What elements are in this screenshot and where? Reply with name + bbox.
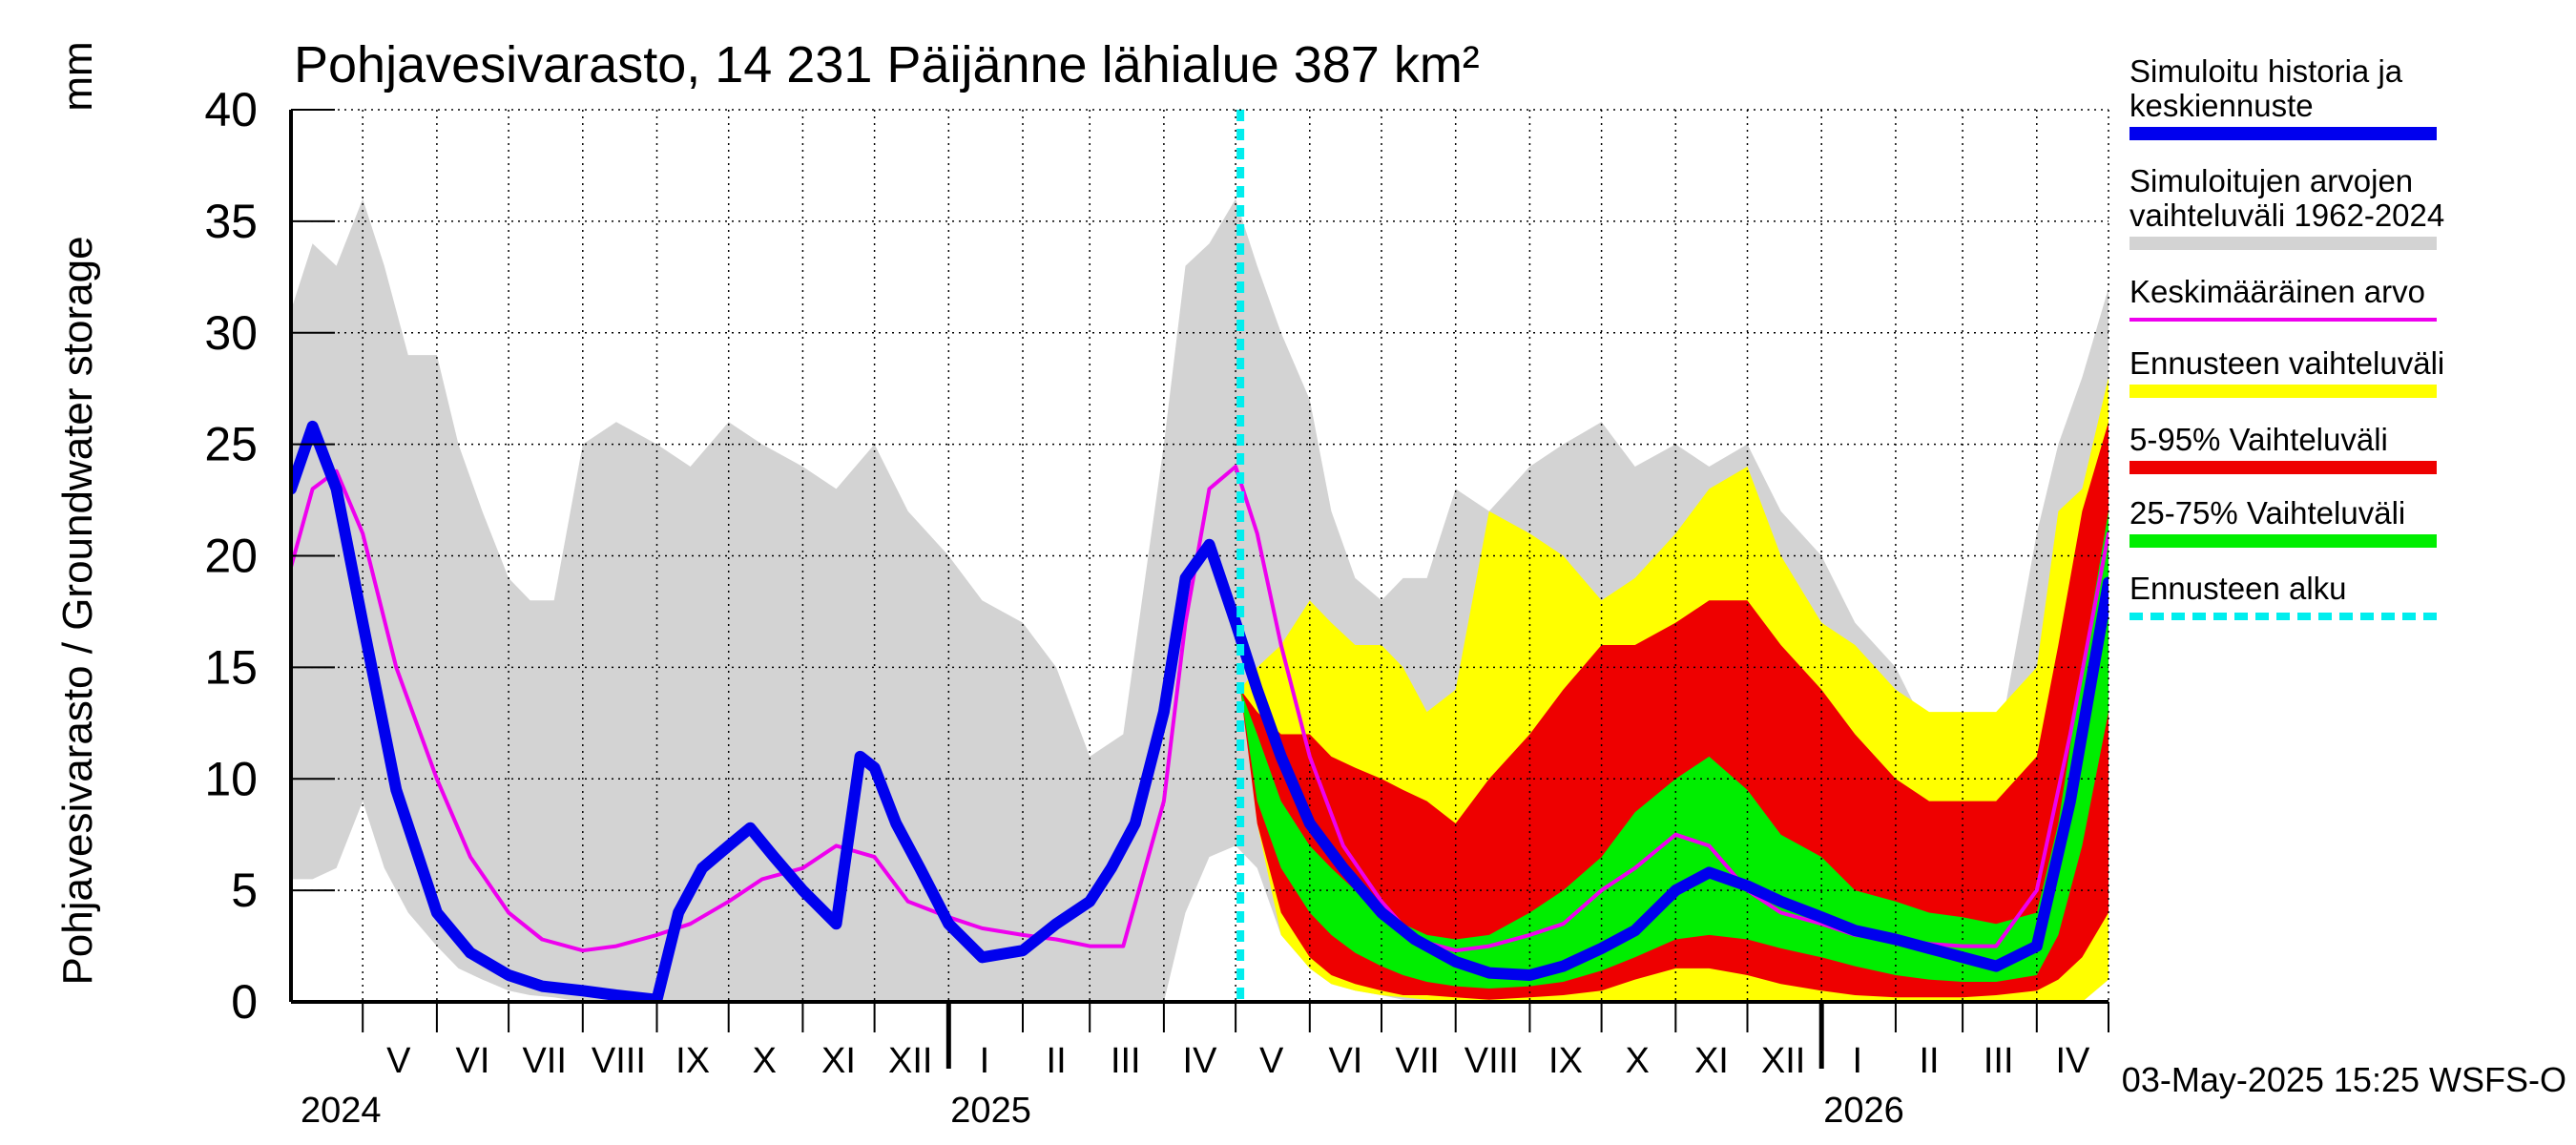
footer-timestamp: 03-May-2025 15:25 WSFS-O	[2122, 1060, 2566, 1099]
x-month-label: VIII	[592, 1041, 646, 1081]
y-tick-label: 20	[204, 530, 258, 583]
x-month-label: XII	[1761, 1041, 1805, 1081]
x-month-label: I	[980, 1041, 990, 1081]
x-month-label: II	[1919, 1041, 1939, 1081]
x-month-label: VI	[456, 1041, 490, 1081]
x-year-label: 2025	[950, 1091, 1031, 1131]
y-tick-label: 35	[204, 195, 258, 248]
x-month-label: IV	[1183, 1041, 1218, 1081]
bands-layer	[291, 198, 2109, 1002]
y-tick-label: 15	[204, 640, 258, 694]
legend-label: Ennusteen vaihteluväli	[2129, 345, 2444, 381]
legend-item-mean: Keskimääräinen arvo	[2129, 274, 2437, 322]
plot-area	[291, 110, 2109, 1002]
y-tick-label: 0	[231, 975, 258, 1029]
x-month-label: V	[386, 1041, 411, 1081]
x-month-label: IX	[1548, 1041, 1583, 1081]
band-p5_95	[1240, 422, 2109, 1000]
legend-item-p25_75: 25-75% Vaihteluväli	[2129, 495, 2437, 548]
legend-label: Simuloitu historia ja	[2129, 53, 2403, 89]
x-month-label: X	[1626, 1041, 1650, 1081]
x-month-label: V	[1259, 1041, 1284, 1081]
y-tick-label: 25	[204, 418, 258, 471]
line-history	[291, 420, 2109, 1002]
x-month-label: VI	[1328, 1041, 1362, 1081]
legend: Simuloitu historia jakeskiennusteSimuloi…	[2129, 53, 2444, 620]
y-tick-label: 5	[231, 864, 258, 917]
legend-item-forecast_range: Ennusteen vaihteluväli	[2129, 345, 2444, 398]
legend-label: vaihteluväli 1962-2024	[2129, 198, 2444, 233]
x-month-label: XI	[821, 1041, 856, 1081]
legend-label: Ennusteen alku	[2129, 571, 2347, 606]
x-month-label: I	[1853, 1041, 1863, 1081]
x-year-label: 2024	[301, 1091, 382, 1131]
y-axis-label-group: Pohjavesivarasto / Groundwater storage m…	[54, 41, 101, 985]
legend-item-p5_95: 5-95% Vaihteluväli	[2129, 422, 2437, 474]
x-month-label: III	[1984, 1041, 2014, 1081]
legend-label: Keskimääräinen arvo	[2129, 274, 2425, 309]
x-year-label: 2026	[1823, 1091, 1904, 1131]
x-month-label: VII	[522, 1041, 566, 1081]
legend-label: keskiennuste	[2129, 88, 2314, 123]
x-month-label: XII	[888, 1041, 932, 1081]
legend-item-forecast_start: Ennusteen alku	[2129, 571, 2437, 620]
x-month-label: X	[753, 1041, 777, 1081]
x-month-label: IV	[2055, 1041, 2090, 1081]
x-month-label: II	[1047, 1041, 1067, 1081]
y-tick-label: 10	[204, 752, 258, 805]
y-axis-unit: mm	[54, 41, 101, 111]
x-month-label: VII	[1395, 1041, 1439, 1081]
y-axis-label: Pohjavesivarasto / Groundwater storage	[54, 236, 101, 985]
x-month-label: VIII	[1465, 1041, 1519, 1081]
legend-label: 5-95% Vaihteluväli	[2129, 422, 2388, 457]
x-month-label: III	[1111, 1041, 1141, 1081]
legend-label: Simuloitujen arvojen	[2129, 163, 2413, 198]
y-tick-label: 40	[204, 83, 258, 136]
lines-layer	[291, 110, 2109, 1002]
legend-label: 25-75% Vaihteluväli	[2129, 495, 2405, 531]
x-month-label: IX	[675, 1041, 710, 1081]
x-month-label: XI	[1694, 1041, 1729, 1081]
y-tick-label: 30	[204, 306, 258, 360]
chart-title: Pohjavesivarasto, 14 231 Päijänne lähial…	[294, 36, 1480, 94]
